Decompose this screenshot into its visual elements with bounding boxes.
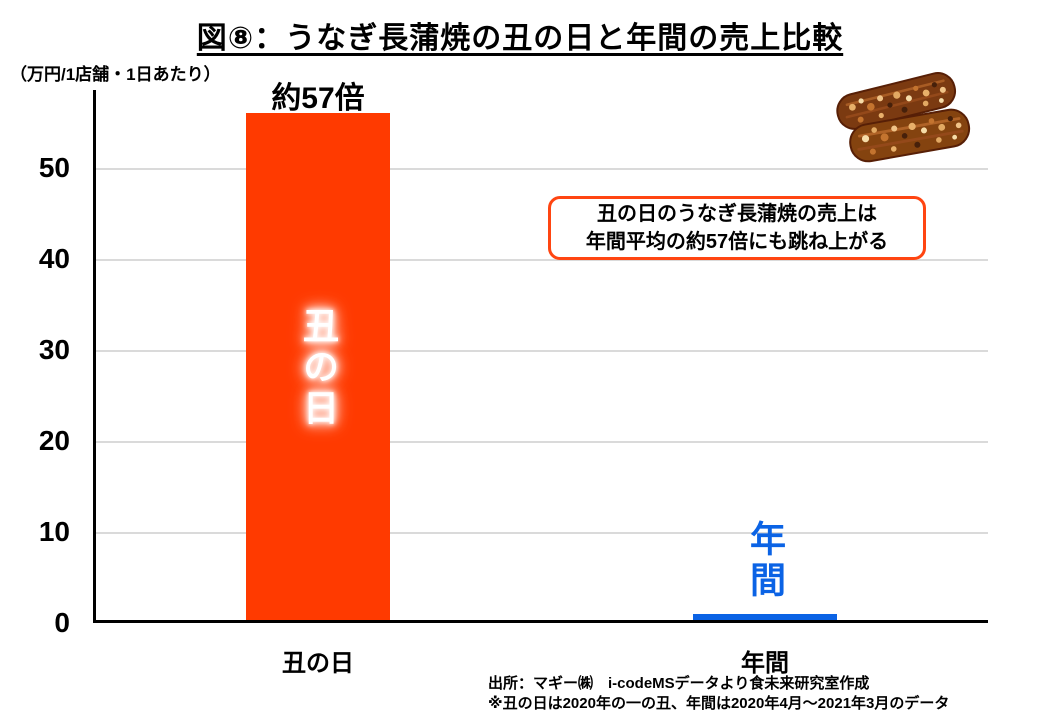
gridline bbox=[95, 350, 988, 352]
source-line: 出所：マギー㈱ i-codeMSデータより食未来研究室作成 bbox=[488, 675, 870, 692]
chart-title: 図⑧：うなぎ長蒲焼の丑の日と年間の売上比較 bbox=[196, 22, 844, 55]
callout-line2: 年間平均の約57倍にも跳ね上がる bbox=[585, 231, 889, 253]
y-axis-tick-label: 10 bbox=[38, 516, 70, 547]
y-axis-tick-label: 50 bbox=[38, 152, 70, 183]
callout-line1: 丑の日のうなぎ長蒲焼の売上は bbox=[597, 203, 877, 225]
data-note-line: ※丑の日は2020年の一の丑、年間は2020年4月～2021年3月のデータ bbox=[488, 695, 950, 712]
y-axis-tick-label: 0 bbox=[54, 607, 70, 638]
bar-annual-value-label: 年間 bbox=[745, 519, 786, 602]
gridline bbox=[95, 441, 988, 443]
bar-ushinohi-value-label: 約57倍 bbox=[271, 82, 365, 116]
source-note: 出所：マギー㈱ i-codeMSデータより食未来研究室作成 ※丑の日は2020年… bbox=[488, 674, 949, 714]
y-axis-tick-label: 40 bbox=[38, 243, 70, 274]
x-axis-line bbox=[93, 620, 988, 623]
bar-ushinohi-inner-label: 丑の日 bbox=[298, 306, 339, 430]
x-axis-category-annual: 年間 bbox=[741, 650, 789, 677]
gridline bbox=[95, 532, 988, 534]
y-axis-line bbox=[93, 90, 96, 623]
y-axis-tick-label: 20 bbox=[38, 425, 70, 456]
y-axis-unit-label: （万円/1店舗・1日あたり） bbox=[10, 65, 221, 84]
y-axis-tick-label: 30 bbox=[38, 334, 70, 365]
x-axis-category-ushinohi: 丑の日 bbox=[282, 650, 354, 677]
callout-box: 丑の日のうなぎ長蒲焼の売上は 年間平均の約57倍にも跳ね上がる bbox=[548, 196, 926, 260]
bar-annual bbox=[693, 613, 837, 623]
gridline bbox=[95, 168, 988, 170]
bar-ushinohi: 丑の日 bbox=[246, 113, 390, 623]
gridline bbox=[95, 259, 988, 261]
eel-kabayaki-icon bbox=[836, 72, 971, 163]
